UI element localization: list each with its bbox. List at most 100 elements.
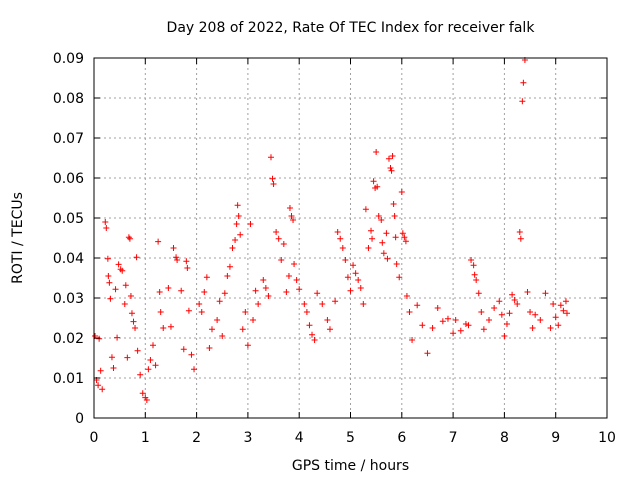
data-point <box>391 213 398 219</box>
data-point <box>157 309 164 315</box>
grid-lines <box>94 58 607 418</box>
data-point <box>557 302 564 309</box>
y-tick-label: 0.09 <box>53 51 84 67</box>
data-point <box>278 257 285 263</box>
data-point <box>344 274 351 281</box>
data-point <box>285 273 292 279</box>
data-point <box>390 201 397 207</box>
data-point <box>506 310 513 317</box>
data-point <box>389 153 396 159</box>
data-point <box>233 221 240 227</box>
data-point <box>165 285 172 291</box>
data-point <box>373 149 380 155</box>
data-point <box>226 263 233 270</box>
data-point <box>178 287 185 294</box>
data-point <box>326 326 333 333</box>
data-point <box>160 325 167 331</box>
data-point <box>414 302 421 309</box>
data-point <box>290 217 297 223</box>
data-point <box>232 237 239 243</box>
x-tick-label: 2 <box>192 430 201 446</box>
data-point <box>196 301 203 307</box>
data-point <box>387 165 394 171</box>
data-point <box>133 254 140 261</box>
data-point <box>124 354 131 361</box>
data-point <box>201 289 208 295</box>
data-point <box>270 181 277 187</box>
x-axis-label: GPS time / hours <box>292 458 409 474</box>
data-point <box>434 305 441 311</box>
data-point <box>174 257 181 263</box>
data-point <box>517 235 524 242</box>
data-point <box>314 290 321 297</box>
data-point <box>401 234 408 241</box>
data-point <box>527 309 534 315</box>
data-point <box>180 346 187 353</box>
data-point <box>303 309 310 315</box>
x-tick-label: 7 <box>449 430 458 446</box>
data-point <box>265 293 272 299</box>
data-point <box>99 386 106 393</box>
data-point <box>167 323 174 330</box>
data-point <box>374 183 381 190</box>
y-tick-label: 0.03 <box>53 291 84 307</box>
y-tick-label: 0.04 <box>53 251 84 267</box>
data-point <box>126 235 133 242</box>
data-point <box>139 390 146 397</box>
data-point <box>409 337 416 343</box>
data-point <box>385 155 392 162</box>
data-point <box>452 317 459 323</box>
data-point <box>375 213 382 219</box>
data-point <box>393 261 400 267</box>
data-point <box>429 325 436 331</box>
x-tick-label: 10 <box>598 430 616 446</box>
data-point <box>439 318 446 325</box>
data-point <box>402 238 409 245</box>
data-point <box>365 245 372 251</box>
data-point <box>555 322 562 329</box>
data-point <box>379 239 386 246</box>
data-point <box>486 317 493 323</box>
data-point <box>342 257 349 263</box>
data-point <box>511 297 518 303</box>
data-point <box>147 357 154 363</box>
y-tick-label: 0.02 <box>53 331 84 347</box>
data-point <box>219 333 226 339</box>
data-point <box>291 261 298 267</box>
data-point <box>384 255 391 262</box>
data-point <box>332 298 339 305</box>
data-point <box>121 301 128 307</box>
y-tick-label: 0.05 <box>53 211 84 227</box>
data-point <box>475 290 482 297</box>
data-point <box>560 307 567 314</box>
data-point <box>378 217 385 223</box>
data-point <box>537 317 544 323</box>
data-point <box>296 286 303 293</box>
data-point <box>130 318 137 325</box>
axis-ticks <box>93 57 608 419</box>
data-point <box>398 189 405 195</box>
data-point <box>237 231 244 238</box>
data-point <box>273 229 280 235</box>
data-point <box>362 206 369 213</box>
y-tick-label: 0.01 <box>53 371 84 387</box>
data-point <box>388 167 395 174</box>
data-point <box>334 229 341 235</box>
data-point <box>239 326 246 333</box>
data-point <box>252 287 259 294</box>
data-point <box>221 290 228 297</box>
data-point <box>229 245 236 251</box>
data-point <box>355 277 362 283</box>
data-point <box>250 317 257 323</box>
data-point <box>152 362 159 369</box>
data-point <box>262 285 269 291</box>
data-point <box>498 311 505 318</box>
data-point <box>319 301 326 307</box>
data-point <box>424 350 431 357</box>
data-point <box>283 289 290 295</box>
data-point <box>547 325 554 331</box>
x-tick-label: 4 <box>295 430 304 446</box>
data-point <box>108 354 115 361</box>
data-point <box>102 219 109 225</box>
data-point <box>473 277 480 283</box>
